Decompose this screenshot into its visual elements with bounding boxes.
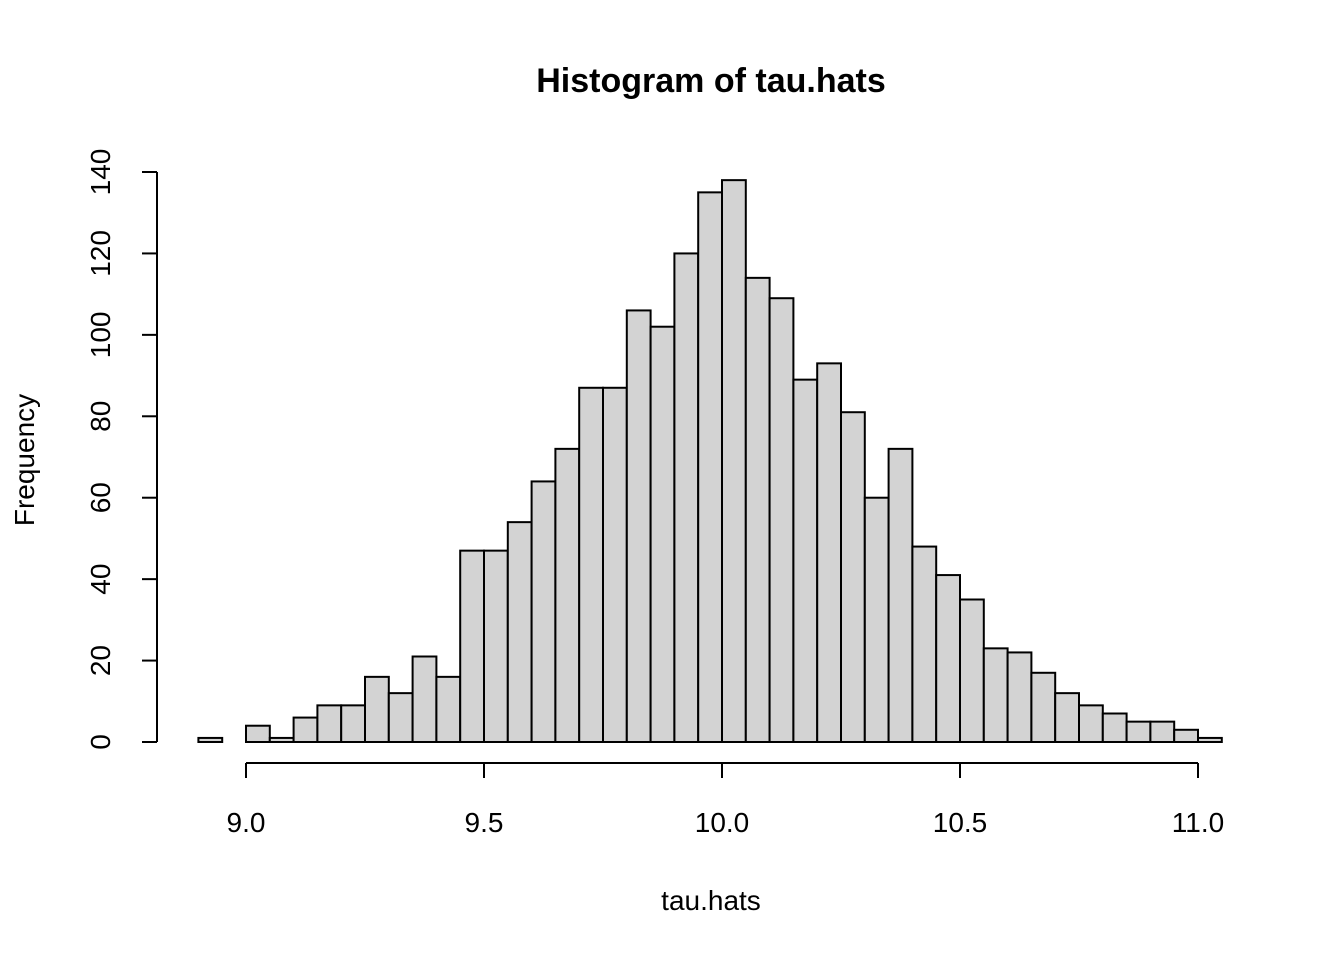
histogram-bar <box>792 378 819 743</box>
histogram-bar <box>411 655 438 743</box>
histogram-bar <box>1197 736 1223 744</box>
histogram-bar <box>554 447 581 743</box>
histogram-bar <box>887 447 914 743</box>
y-tick-label: 40 <box>85 564 116 595</box>
histogram-bar <box>245 724 271 744</box>
histogram-bar <box>1006 651 1033 744</box>
histogram-bar <box>649 325 676 743</box>
x-axis: 9.0 9.5 10.0 10.5 11.0 <box>227 762 1224 838</box>
x-tick-label: 10.5 <box>933 807 988 838</box>
histogram-bar <box>268 736 295 744</box>
histogram-bar <box>721 179 747 743</box>
histogram-bar <box>744 276 771 743</box>
y-tick-label: 140 <box>85 149 116 196</box>
histogram-bar <box>1125 720 1152 744</box>
histogram-bar <box>316 704 343 743</box>
histogram-bar <box>625 309 652 743</box>
histogram-bar <box>435 675 462 743</box>
x-tick-label: 9.5 <box>465 807 504 838</box>
histogram-bar <box>911 545 938 743</box>
histogram-bar <box>1149 720 1176 744</box>
x-tick-label: 9.0 <box>227 807 266 838</box>
x-tick-label: 10.0 <box>695 807 750 838</box>
y-axis-label: Frequency <box>9 394 40 526</box>
histogram-bar <box>459 549 486 744</box>
histogram-bar <box>982 647 1009 743</box>
x-axis-label: tau.hats <box>661 885 761 916</box>
y-tick-label: 20 <box>85 645 116 676</box>
histogram-bar <box>1054 692 1080 744</box>
y-axis: 0 20 40 60 80 100 120 140 <box>85 149 158 750</box>
histogram-bar <box>863 496 890 744</box>
bars-group <box>197 179 1223 744</box>
histogram-bar <box>697 191 724 744</box>
y-tick-label: 0 <box>85 734 116 750</box>
y-tick-label: 120 <box>85 230 116 277</box>
histogram-bar <box>935 574 962 743</box>
histogram-bar <box>1078 704 1104 743</box>
histogram-bar <box>340 704 367 743</box>
histogram-bar <box>673 252 700 744</box>
chart-title: Histogram of tau.hats <box>536 62 885 100</box>
histogram-bar <box>768 297 795 743</box>
histogram-bar <box>1173 728 1199 743</box>
y-tick-label: 60 <box>85 482 116 513</box>
y-tick-label: 80 <box>85 401 116 432</box>
histogram-bar <box>816 362 843 743</box>
histogram-bar <box>578 386 605 743</box>
histogram-bar <box>602 386 628 743</box>
y-tick-label: 100 <box>85 311 116 358</box>
histogram-bar <box>483 549 509 744</box>
histogram-bar <box>1101 712 1128 743</box>
histogram-bar <box>387 692 414 744</box>
histogram-bar <box>530 480 557 743</box>
histogram-bar <box>506 521 533 744</box>
histogram-bar <box>959 598 985 743</box>
histogram-bar <box>292 716 319 743</box>
histogram-bar <box>197 736 224 744</box>
histogram-bar <box>1030 671 1057 743</box>
histogram-bar <box>840 411 866 743</box>
histogram-bar <box>364 675 390 743</box>
x-tick-label: 11.0 <box>1172 807 1224 838</box>
